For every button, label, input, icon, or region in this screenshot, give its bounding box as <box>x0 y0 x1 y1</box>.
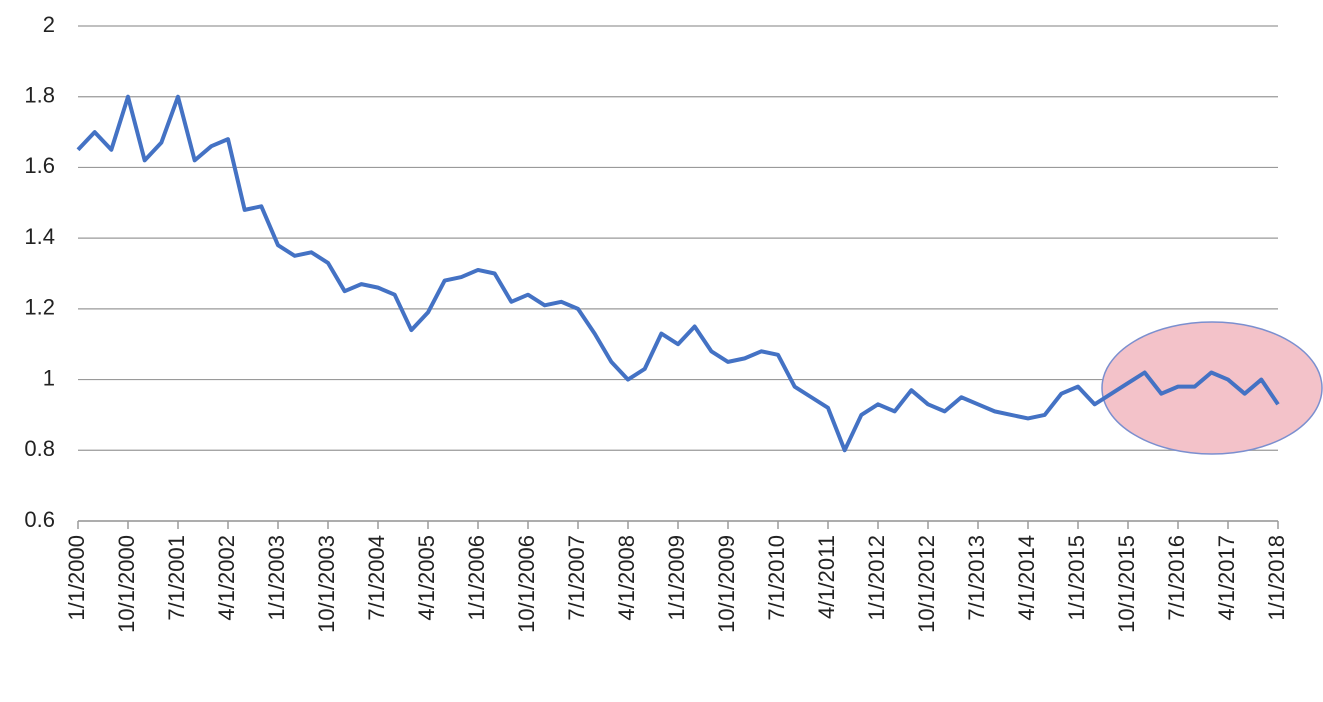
x-tick-label: 7/1/2016 <box>1164 535 1189 621</box>
x-tick-label: 10/1/2003 <box>314 535 339 633</box>
x-tick-label: 1/1/2000 <box>64 535 89 621</box>
x-tick-label: 4/1/2014 <box>1014 535 1039 621</box>
x-tick-label: 10/1/2015 <box>1114 535 1139 633</box>
y-tick-label: 0.6 <box>24 507 55 532</box>
x-tick-label: 1/1/2003 <box>264 535 289 621</box>
x-tick-label: 10/1/2006 <box>514 535 539 633</box>
highlight-ellipse <box>1101 321 1323 455</box>
x-tick-label: 1/1/2006 <box>464 535 489 621</box>
y-tick-label: 1.2 <box>24 295 55 320</box>
grid <box>77 25 1279 529</box>
y-tick-label: 1 <box>43 365 55 390</box>
x-tick-label: 7/1/2010 <box>764 535 789 621</box>
x-tick-label: 7/1/2001 <box>164 535 189 621</box>
x-tick-label: 10/1/2012 <box>914 535 939 633</box>
x-tick-label: 4/1/2005 <box>414 535 439 621</box>
x-tick-label: 4/1/2011 <box>814 535 839 619</box>
x-tick-label: 7/1/2004 <box>364 535 389 621</box>
y-tick-label: 1.8 <box>24 83 55 108</box>
data-line <box>76 94 1280 453</box>
x-tick-label: 7/1/2007 <box>564 535 589 621</box>
x-tick-label: 4/1/2017 <box>1214 535 1239 621</box>
x-tick-label: 4/1/2002 <box>214 535 239 621</box>
x-tick-label: 10/1/2009 <box>714 535 739 633</box>
y-tick-label: 2 <box>43 12 55 37</box>
x-tick-label: 4/1/2008 <box>614 535 639 621</box>
x-tick-label: 1/1/2018 <box>1264 535 1289 621</box>
x-tick-label: 1/1/2012 <box>864 535 889 621</box>
y-tick-label: 1.4 <box>24 224 55 249</box>
y-tick-label: 1.6 <box>24 153 55 178</box>
x-tick-label: 10/1/2000 <box>114 535 139 633</box>
x-tick-label: 1/1/2015 <box>1064 535 1089 621</box>
y-tick-label: 0.8 <box>24 436 55 461</box>
x-tick-label: 7/1/2013 <box>964 535 989 621</box>
x-tick-label: 1/1/2009 <box>664 535 689 621</box>
